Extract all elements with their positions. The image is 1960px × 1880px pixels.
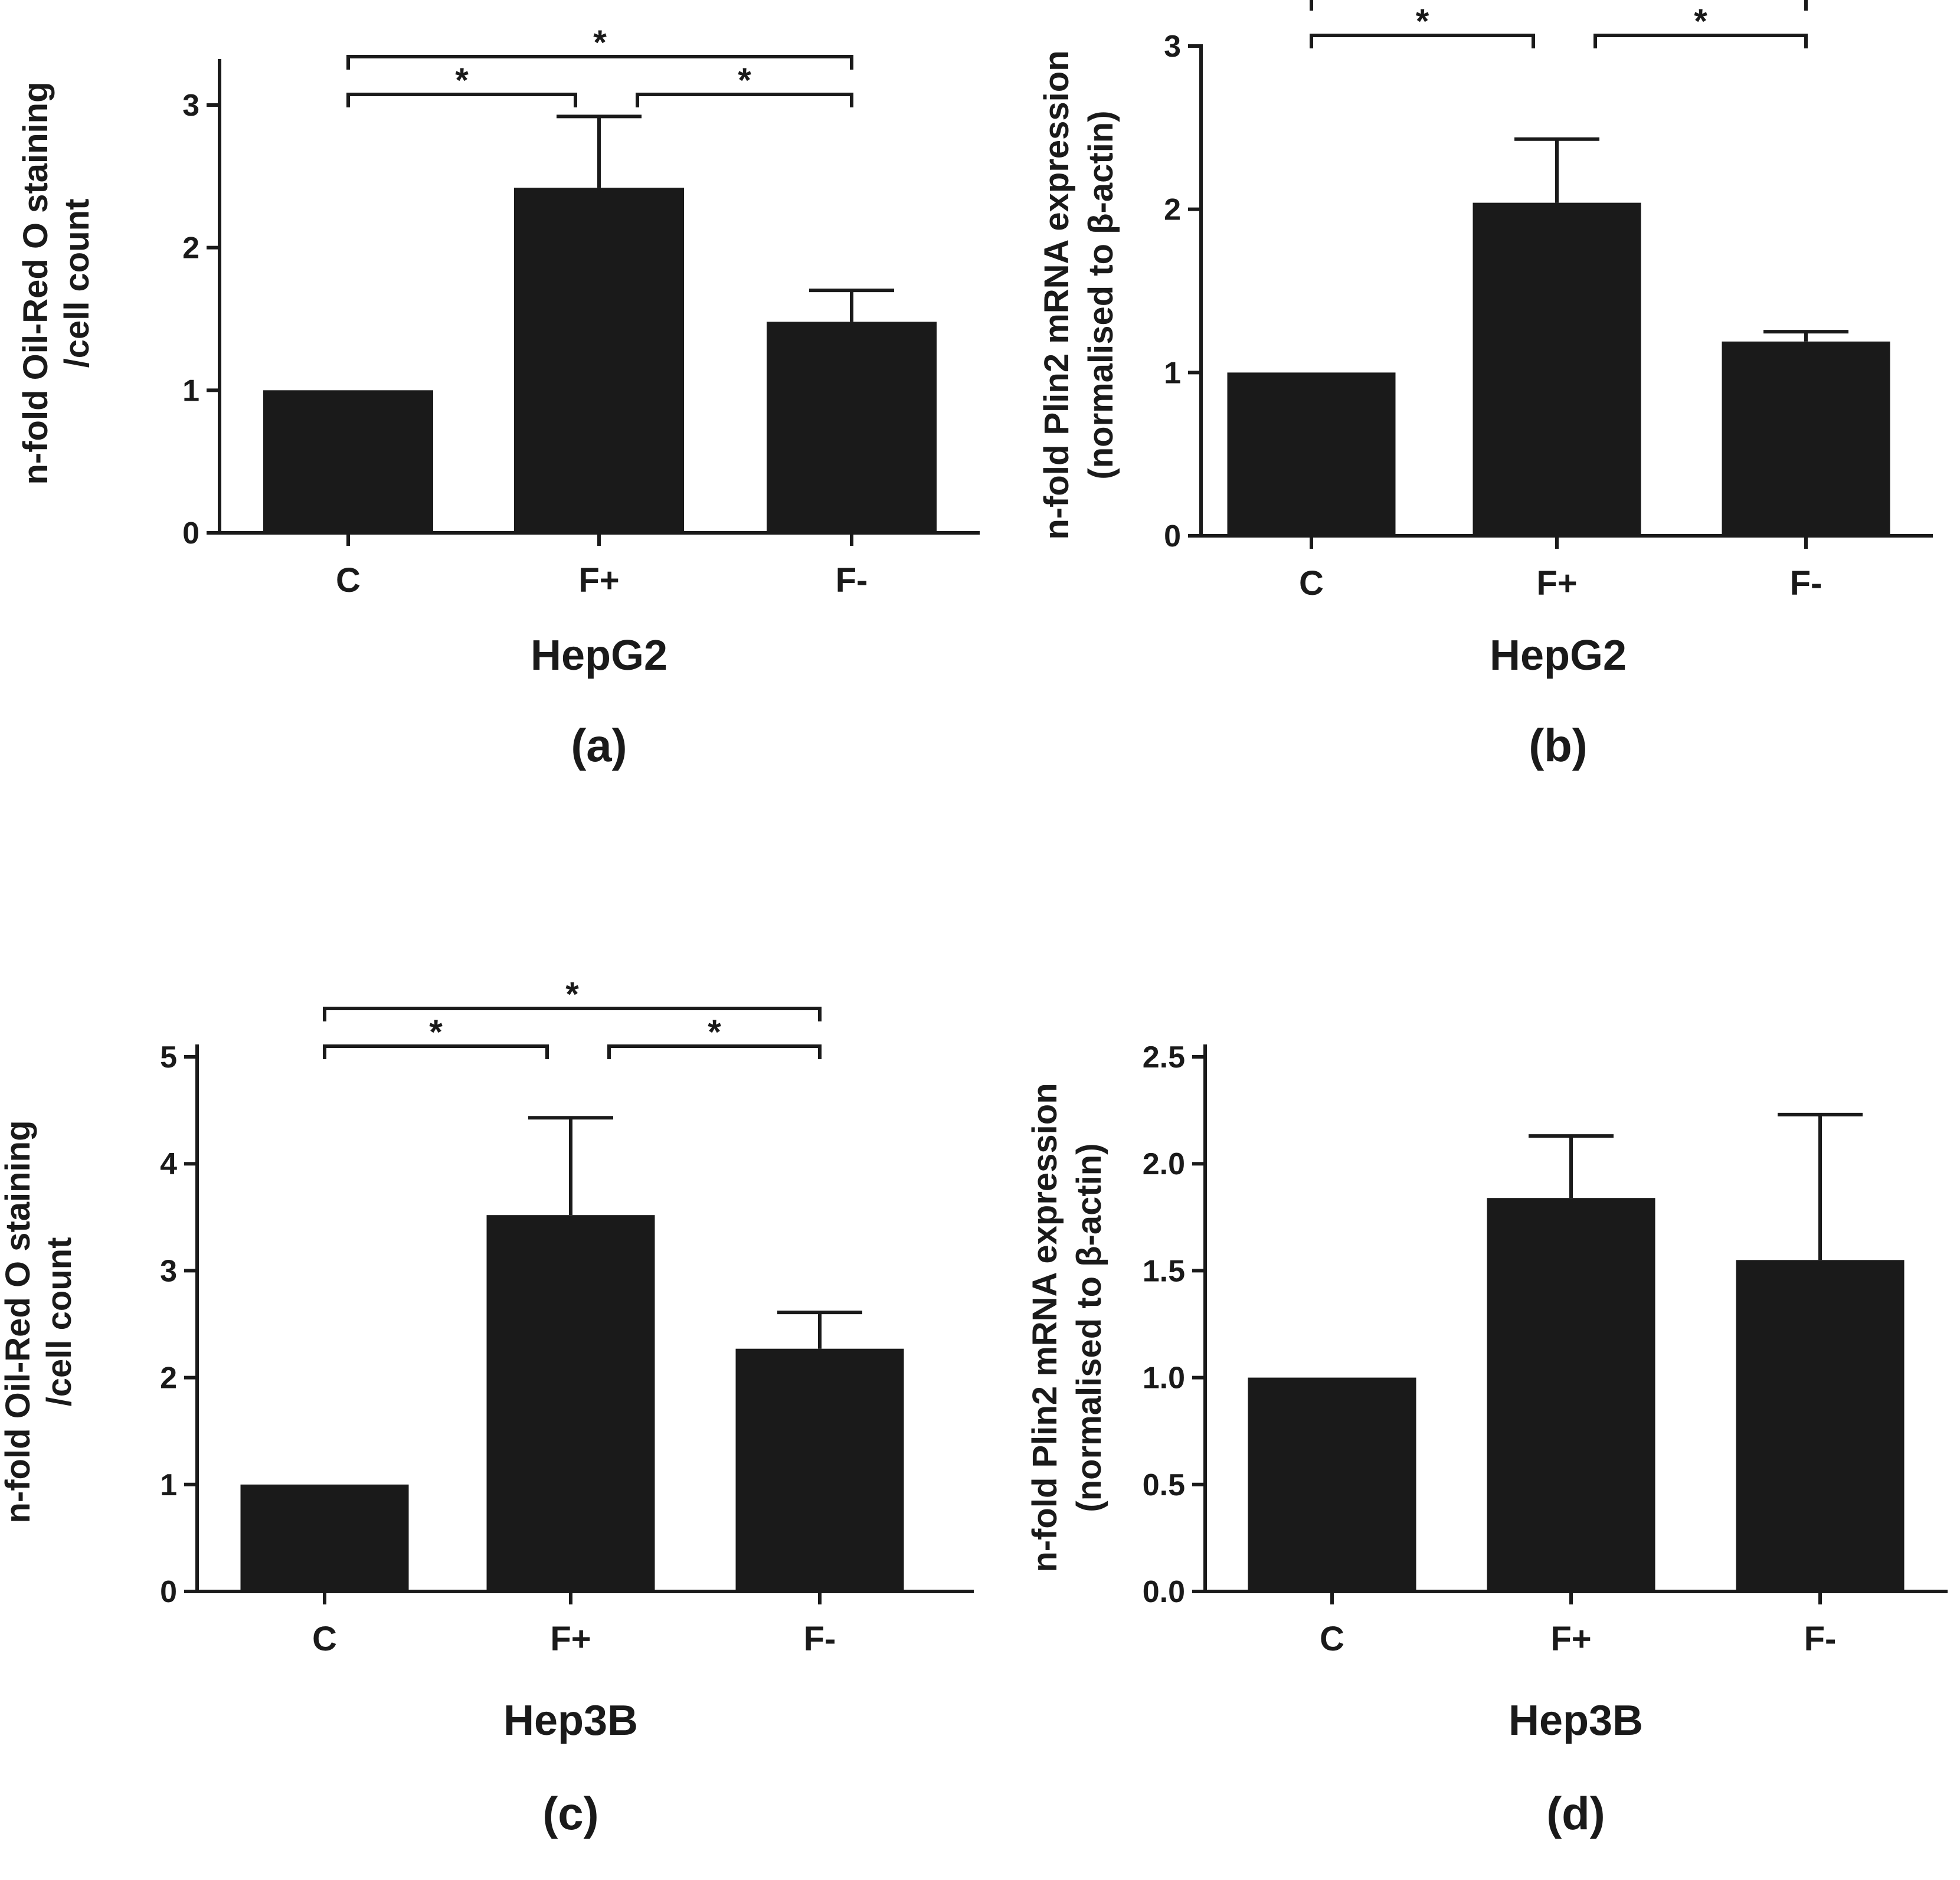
significance-bracket (323, 1044, 549, 1059)
y-axis-label: n-fold Oil-Red O staining (17, 81, 55, 484)
bar-F+ (1473, 202, 1641, 536)
x-tick-label-F-: F- (836, 561, 868, 600)
bar-C (1248, 1377, 1416, 1591)
significance-bracket (323, 1007, 822, 1021)
significance-bracket (636, 93, 853, 107)
y-tick-label: 3 (1164, 30, 1181, 64)
significance-star: * (455, 61, 469, 100)
x-tick-label-C: C (1320, 1620, 1344, 1658)
y-tick-label: 1.5 (1143, 1254, 1185, 1288)
x-tick-label-F+: F+ (550, 1620, 591, 1658)
significance-bracket (1593, 34, 1808, 48)
y-tick-label: 3 (182, 89, 199, 123)
y-tick-label: 0 (1164, 519, 1181, 553)
significance-bracket (1310, 34, 1535, 48)
significance-bracket (346, 93, 577, 107)
y-tick-label: 1.0 (1143, 1361, 1185, 1396)
significance-bracket (346, 55, 853, 70)
x-tick-label-F+: F+ (1550, 1620, 1591, 1658)
bar-F+ (486, 1215, 655, 1591)
y-tick-label: 0.5 (1143, 1468, 1185, 1502)
y-axis-label: (normalised to β-actin) (1070, 1143, 1108, 1512)
panel-label: (d) (1546, 1787, 1605, 1839)
x-tick-label-C: C (1299, 564, 1324, 602)
bar-F- (1722, 341, 1890, 536)
significance-star: * (429, 1013, 443, 1052)
significance-star: * (1694, 2, 1707, 41)
panel-b: 0 1 2 3 C F+ F-n-fold Plin2 mRNA expression (no… (1038, 0, 1933, 771)
significance-star: * (1552, 0, 1566, 3)
x-axis-label: HepG2 (1490, 632, 1627, 679)
x-tick-label-F+: F+ (578, 561, 619, 600)
x-axis-label: Hep3B (503, 1697, 638, 1744)
y-tick-label: 1 (1164, 356, 1181, 390)
panel-a: 0 1 2 3 C F+ F-n-fold Oil-Red O staining/cell … (17, 24, 980, 771)
panel-label: (a) (571, 719, 627, 771)
y-tick-label: 0 (160, 1575, 177, 1609)
y-tick-label: 1 (182, 374, 199, 408)
bar-C (240, 1484, 409, 1591)
y-axis-label: n-fold Oil-Red O staining (0, 1120, 37, 1523)
y-tick-label: 5 (160, 1040, 177, 1075)
y-tick-label: 1 (160, 1468, 177, 1502)
x-tick-label-F-: F- (1804, 1620, 1837, 1658)
bar-F- (735, 1348, 904, 1591)
y-tick-label: 3 (160, 1254, 177, 1288)
y-axis-label: /cell count (58, 199, 96, 368)
x-tick-label-F-: F- (1790, 564, 1822, 602)
x-tick-label-F+: F+ (1536, 564, 1577, 602)
significance-star: * (738, 61, 751, 100)
panel-label: (b) (1529, 719, 1588, 771)
panel-d: 0.0 0.5 1.0 1.5 2.0 2.5 C F+ F-n-fold Plin2 mRNA… (1026, 1040, 1948, 1839)
x-tick-label-C: C (312, 1620, 337, 1658)
y-tick-label: 2.0 (1143, 1147, 1185, 1181)
y-axis-label: (normalised to β-actin) (1082, 110, 1120, 479)
significance-star: * (593, 24, 607, 62)
x-axis-label: HepG2 (531, 632, 667, 679)
y-axis-label: n-fold Plin2 mRNA expression (1026, 1083, 1064, 1572)
bar-F- (767, 322, 937, 533)
bar-F- (1736, 1260, 1905, 1591)
bar-F+ (514, 188, 684, 533)
x-axis-label: Hep3B (1509, 1697, 1643, 1744)
y-tick-label: 2 (1164, 193, 1181, 227)
x-tick-label-F-: F- (804, 1620, 836, 1658)
y-tick-label: 4 (160, 1147, 177, 1181)
y-tick-label: 0.0 (1143, 1575, 1185, 1609)
significance-star: * (565, 975, 579, 1014)
significance-star: * (1416, 2, 1429, 41)
significance-bracket (607, 1044, 822, 1059)
panel-label: (c) (542, 1787, 598, 1839)
y-axis-label: /cell count (40, 1237, 78, 1407)
y-tick-label: 0 (182, 516, 199, 551)
bar-F+ (1487, 1198, 1655, 1591)
x-tick-label-C: C (336, 561, 361, 600)
y-tick-label: 2 (182, 231, 199, 266)
bar-C (263, 390, 433, 533)
significance-star: * (708, 1013, 721, 1052)
bar-C (1227, 372, 1396, 536)
significance-bracket (1310, 0, 1808, 11)
y-tick-label: 2 (160, 1361, 177, 1396)
panel-c: 0 1 2 3 4 5 C F+ F-n-fold Oil-Red O staining/cel… (0, 975, 974, 1839)
y-tick-label: 2.5 (1143, 1040, 1185, 1075)
y-axis-label: n-fold Plin2 mRNA expression (1038, 50, 1076, 539)
